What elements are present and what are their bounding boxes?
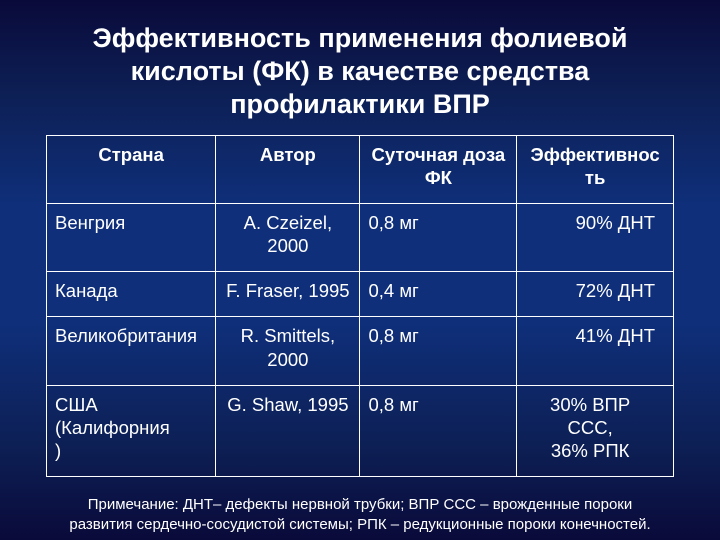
cell-country: США (Калифорния ): [47, 385, 216, 476]
table-header-row: Страна Автор Суточная доза ФК Эффективно…: [47, 135, 674, 203]
cell-author: G. Shaw, 1995: [216, 385, 360, 476]
cell-country: Канада: [47, 272, 216, 317]
table-row: Канада F. Fraser, 1995 0,4 мг 72% ДНТ: [47, 272, 674, 317]
footnote: Примечание: ДНТ– дефекты нервной трубки;…: [46, 495, 674, 536]
col-header-country: Страна: [47, 135, 216, 203]
cell-eff: 90% ДНТ: [517, 204, 674, 272]
cell-country: Великобритания: [47, 317, 216, 385]
cell-country: Венгрия: [47, 204, 216, 272]
cell-eff: 72% ДНТ: [517, 272, 674, 317]
col-header-dose: Суточная доза ФК: [360, 135, 517, 203]
cell-author: R. Smittels, 2000: [216, 317, 360, 385]
col-header-author: Автор: [216, 135, 360, 203]
cell-eff: 41% ДНТ: [517, 317, 674, 385]
cell-dose: 0,8 мг: [360, 317, 517, 385]
cell-eff: 30% ВПР ССС, 36% РПК: [517, 385, 674, 476]
slide-title: Эффективность применения фолиевой кислот…: [46, 22, 674, 121]
table-row: Великобритания R. Smittels, 2000 0,8 мг …: [47, 317, 674, 385]
cell-dose: 0,4 мг: [360, 272, 517, 317]
cell-dose: 0,8 мг: [360, 204, 517, 272]
efficacy-table: Страна Автор Суточная доза ФК Эффективно…: [46, 135, 674, 477]
table-row: Венгрия A. Czeizel, 2000 0,8 мг 90% ДНТ: [47, 204, 674, 272]
col-header-eff: Эффективнос ть: [517, 135, 674, 203]
table-row: США (Калифорния ) G. Shaw, 1995 0,8 мг 3…: [47, 385, 674, 476]
cell-dose: 0,8 мг: [360, 385, 517, 476]
cell-author: F. Fraser, 1995: [216, 272, 360, 317]
cell-author: A. Czeizel, 2000: [216, 204, 360, 272]
slide: Эффективность применения фолиевой кислот…: [0, 0, 720, 540]
